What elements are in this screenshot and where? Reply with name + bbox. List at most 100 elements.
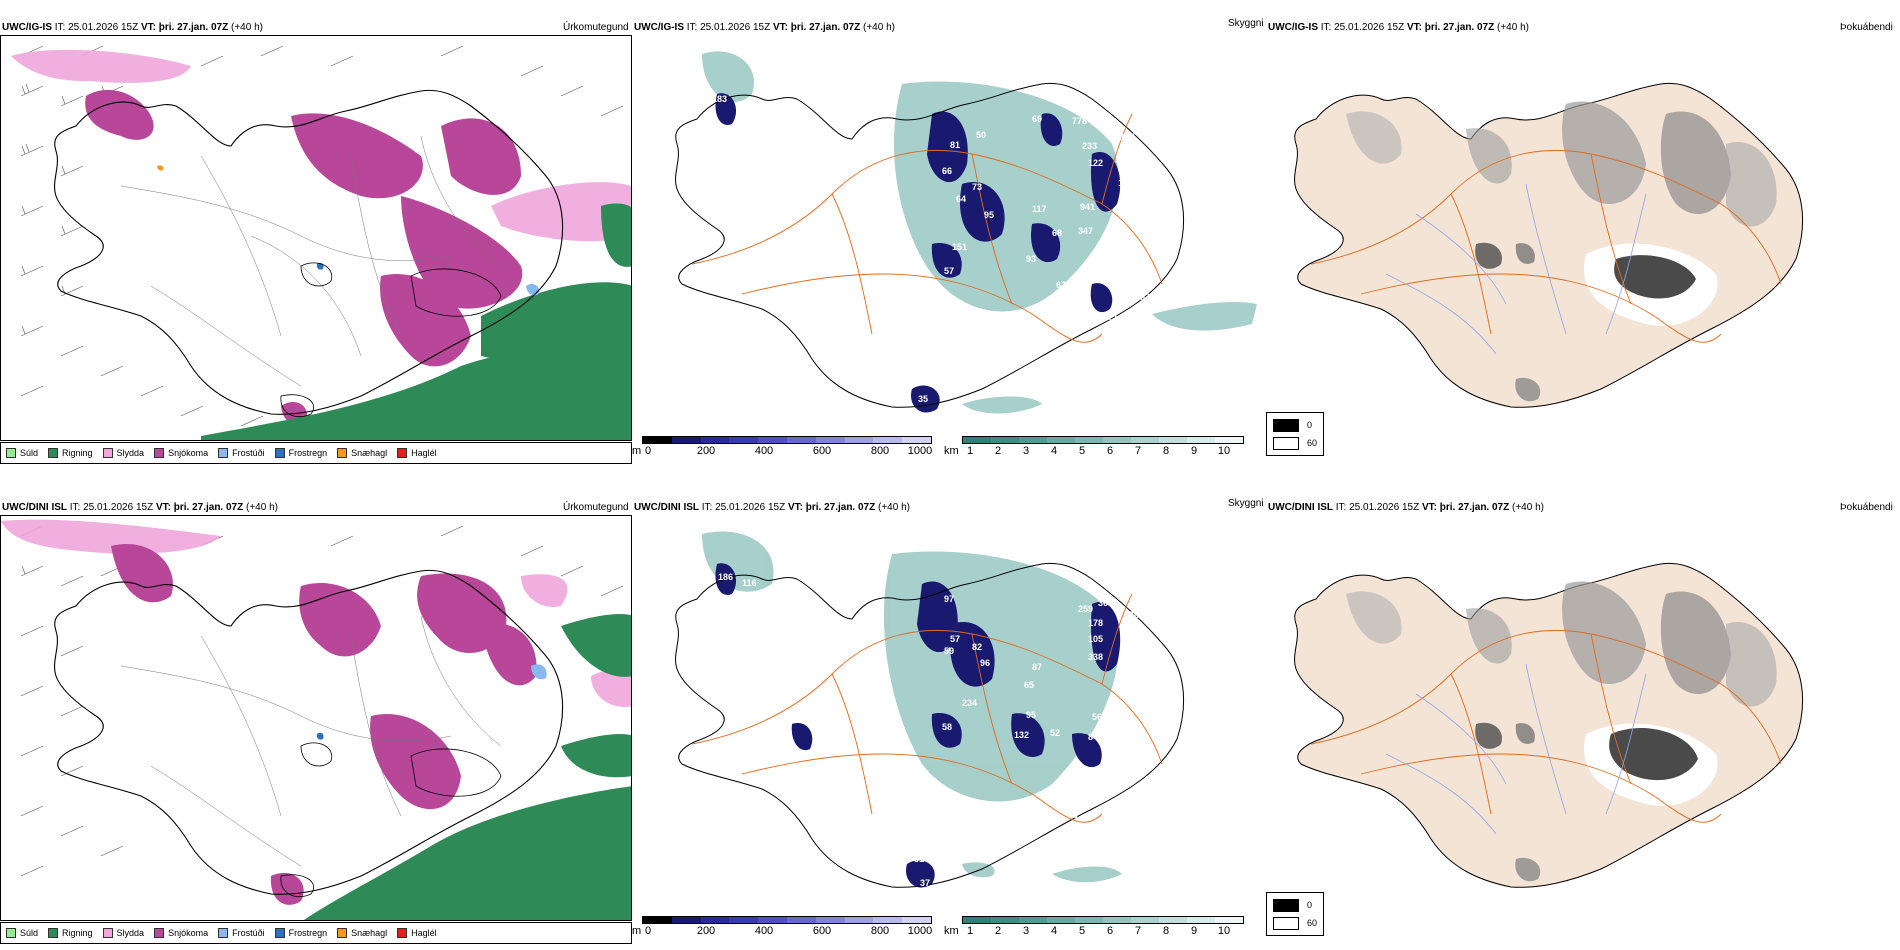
vt-label: VT: <box>140 22 156 33</box>
it-value: 25.01.2026 15Z <box>1349 502 1420 513</box>
legend-swatch <box>6 448 16 458</box>
colorbar-segment <box>963 437 991 443</box>
colorbar-segment <box>1019 437 1047 443</box>
vt-value: þri. 27.jan. 07Z <box>1424 22 1495 33</box>
legend-swatch <box>337 928 348 938</box>
colorbar-tick: 200 <box>696 925 716 937</box>
colorbar-tick: 800 <box>870 925 890 937</box>
fog-key: 0 60 <box>1266 412 1324 456</box>
legend-label: Súld <box>20 448 39 458</box>
visibility-panel-row2: UWC/DINI ISL IT: 25.01.2026 15Z VT: þri.… <box>632 494 1324 944</box>
cloud-base-label: 147 <box>1122 632 1137 642</box>
cloud-base-label: 145 <box>1120 132 1135 142</box>
cloud-base-label: 80 <box>1130 214 1140 224</box>
visibility-colorbar: km 1 2 3 4 5 6 7 8 9 10 <box>944 436 1244 458</box>
colorbar-tick: 5 <box>1078 925 1086 937</box>
model-name: UWC/IG-IS <box>1268 22 1318 33</box>
vt-label: VT: <box>772 22 788 33</box>
legend-item: Rigning <box>48 928 93 938</box>
precip-map <box>0 35 632 441</box>
precip-frost-areas <box>316 664 547 740</box>
cloud-base-label: 87 <box>1032 662 1042 672</box>
colorbar-segment <box>991 917 1019 923</box>
colorbar-segment <box>1103 437 1131 443</box>
cloud-base-label: 114 <box>714 618 729 628</box>
colorbar-segment <box>902 437 931 443</box>
legend-label: Slydda <box>116 928 145 938</box>
colorbar-segment <box>1075 437 1103 443</box>
cloud-base-label: 52 <box>1050 728 1060 738</box>
cloud-base-label: 69 <box>1032 114 1042 124</box>
legend-swatch <box>397 928 408 938</box>
cloud-base-label: 778 <box>1072 116 1087 126</box>
visibility-unit: km <box>944 925 959 937</box>
iceland-coastline <box>675 82 1185 408</box>
vt-value: þri. 27.jan. 07Z <box>790 22 861 33</box>
legend-item: Súld <box>6 448 38 458</box>
colorbar-segment <box>873 917 903 923</box>
cloud-base-label: 82 <box>1094 774 1104 784</box>
cloud-base-label: 105 <box>1088 634 1103 644</box>
precip-title: Úrkomutegund <box>563 22 629 33</box>
it-label: IT: <box>686 22 698 33</box>
cloud-base-label: 82 <box>972 642 982 652</box>
colorbar-tick: 8 <box>1162 445 1170 457</box>
cloud-base-label: 233 <box>1082 141 1097 151</box>
cloud-base-colorbar: m 0 200 400 600 800 1000 <box>632 436 932 458</box>
legend-item: Frostúði <box>218 448 265 458</box>
colorbar-tick: 400 <box>754 445 774 457</box>
cloud-base-label: 84 <box>1088 732 1098 742</box>
cloud-base-label: 116 <box>892 244 907 254</box>
colorbar-tick: 10 <box>1217 925 1231 937</box>
fog-key: 0 60 <box>1266 892 1324 936</box>
lead-time: (+40 h) <box>878 502 910 513</box>
cloud-base-unit: m <box>632 925 642 937</box>
legend-swatch <box>102 448 113 458</box>
cloud-base-label: 78 <box>1160 196 1170 206</box>
legend-swatch <box>397 448 408 458</box>
visibility-map-svg: 183 82 79 738 778 233 145 122 421 81 50 … <box>675 51 1257 414</box>
cloud-base-label: 364 <box>1098 598 1113 608</box>
cloud-base-label: 234 <box>962 698 977 708</box>
visibility-panel-row1: UWC/IG-IS IT: 25.01.2026 15Z VT: þri. 27… <box>632 14 1324 464</box>
model-name: UWC/DINI ISL <box>634 502 699 513</box>
colorbar-segment <box>643 917 672 923</box>
colorbar-tick: 3 <box>1022 925 1030 937</box>
lead-time: (+40 h) <box>246 502 278 513</box>
colorbar-segment <box>815 917 845 923</box>
colorbar-segment <box>1159 437 1187 443</box>
cloud-base-colorbar: m 0 200 400 600 800 1000 <box>632 916 932 938</box>
cloud-base-label: 65 <box>1024 680 1034 690</box>
colorbar-tick: 1 <box>966 445 974 457</box>
colorbar-segment <box>729 917 759 923</box>
fog-key-light-label: 60 <box>1307 918 1318 928</box>
cloud-base-label: 95 <box>712 606 722 616</box>
panel-header: UWC/IG-IS IT: 25.01.2026 15Z VT: þri. 27… <box>2 22 263 34</box>
cloud-base-label: 179 <box>1118 178 1133 188</box>
vt-label: VT: <box>1421 502 1437 513</box>
colorbar-segment <box>1159 917 1187 923</box>
cloud-base-label: 93 <box>1026 254 1036 264</box>
colorbar-tick: 7 <box>1134 445 1142 457</box>
fog-map <box>1266 514 1900 910</box>
it-label: IT: <box>1320 22 1332 33</box>
vt-label: VT: <box>1406 22 1422 33</box>
colorbar-tick: 0 <box>644 925 652 937</box>
it-value: 25.01.2026 15Z <box>83 502 154 513</box>
cloud-base-label: 97 <box>944 594 954 604</box>
cloud-base-label: 259 <box>1078 604 1093 614</box>
cloud-base-label: 96 <box>980 658 990 668</box>
cloud-base-label: 116 <box>742 578 757 588</box>
fog-title: Þokuábendi <box>1840 22 1893 33</box>
panel-header: UWC/DINI ISL IT: 25.01.2026 15Z VT: þri.… <box>2 502 278 514</box>
colorbar-segment <box>758 437 787 443</box>
it-label: IT: <box>69 502 81 513</box>
visibility-map: 183 82 79 738 778 233 145 122 421 81 50 … <box>632 34 1266 430</box>
colorbar-segment <box>1103 917 1131 923</box>
visibility-bar <box>962 436 1244 444</box>
legend-item: Súld <box>6 928 38 938</box>
legend-swatch <box>218 448 229 458</box>
cloud-base-label: 246 <box>1062 784 1077 794</box>
cloud-base-label: 80 <box>1068 810 1078 820</box>
colorbar-segment <box>700 917 730 923</box>
